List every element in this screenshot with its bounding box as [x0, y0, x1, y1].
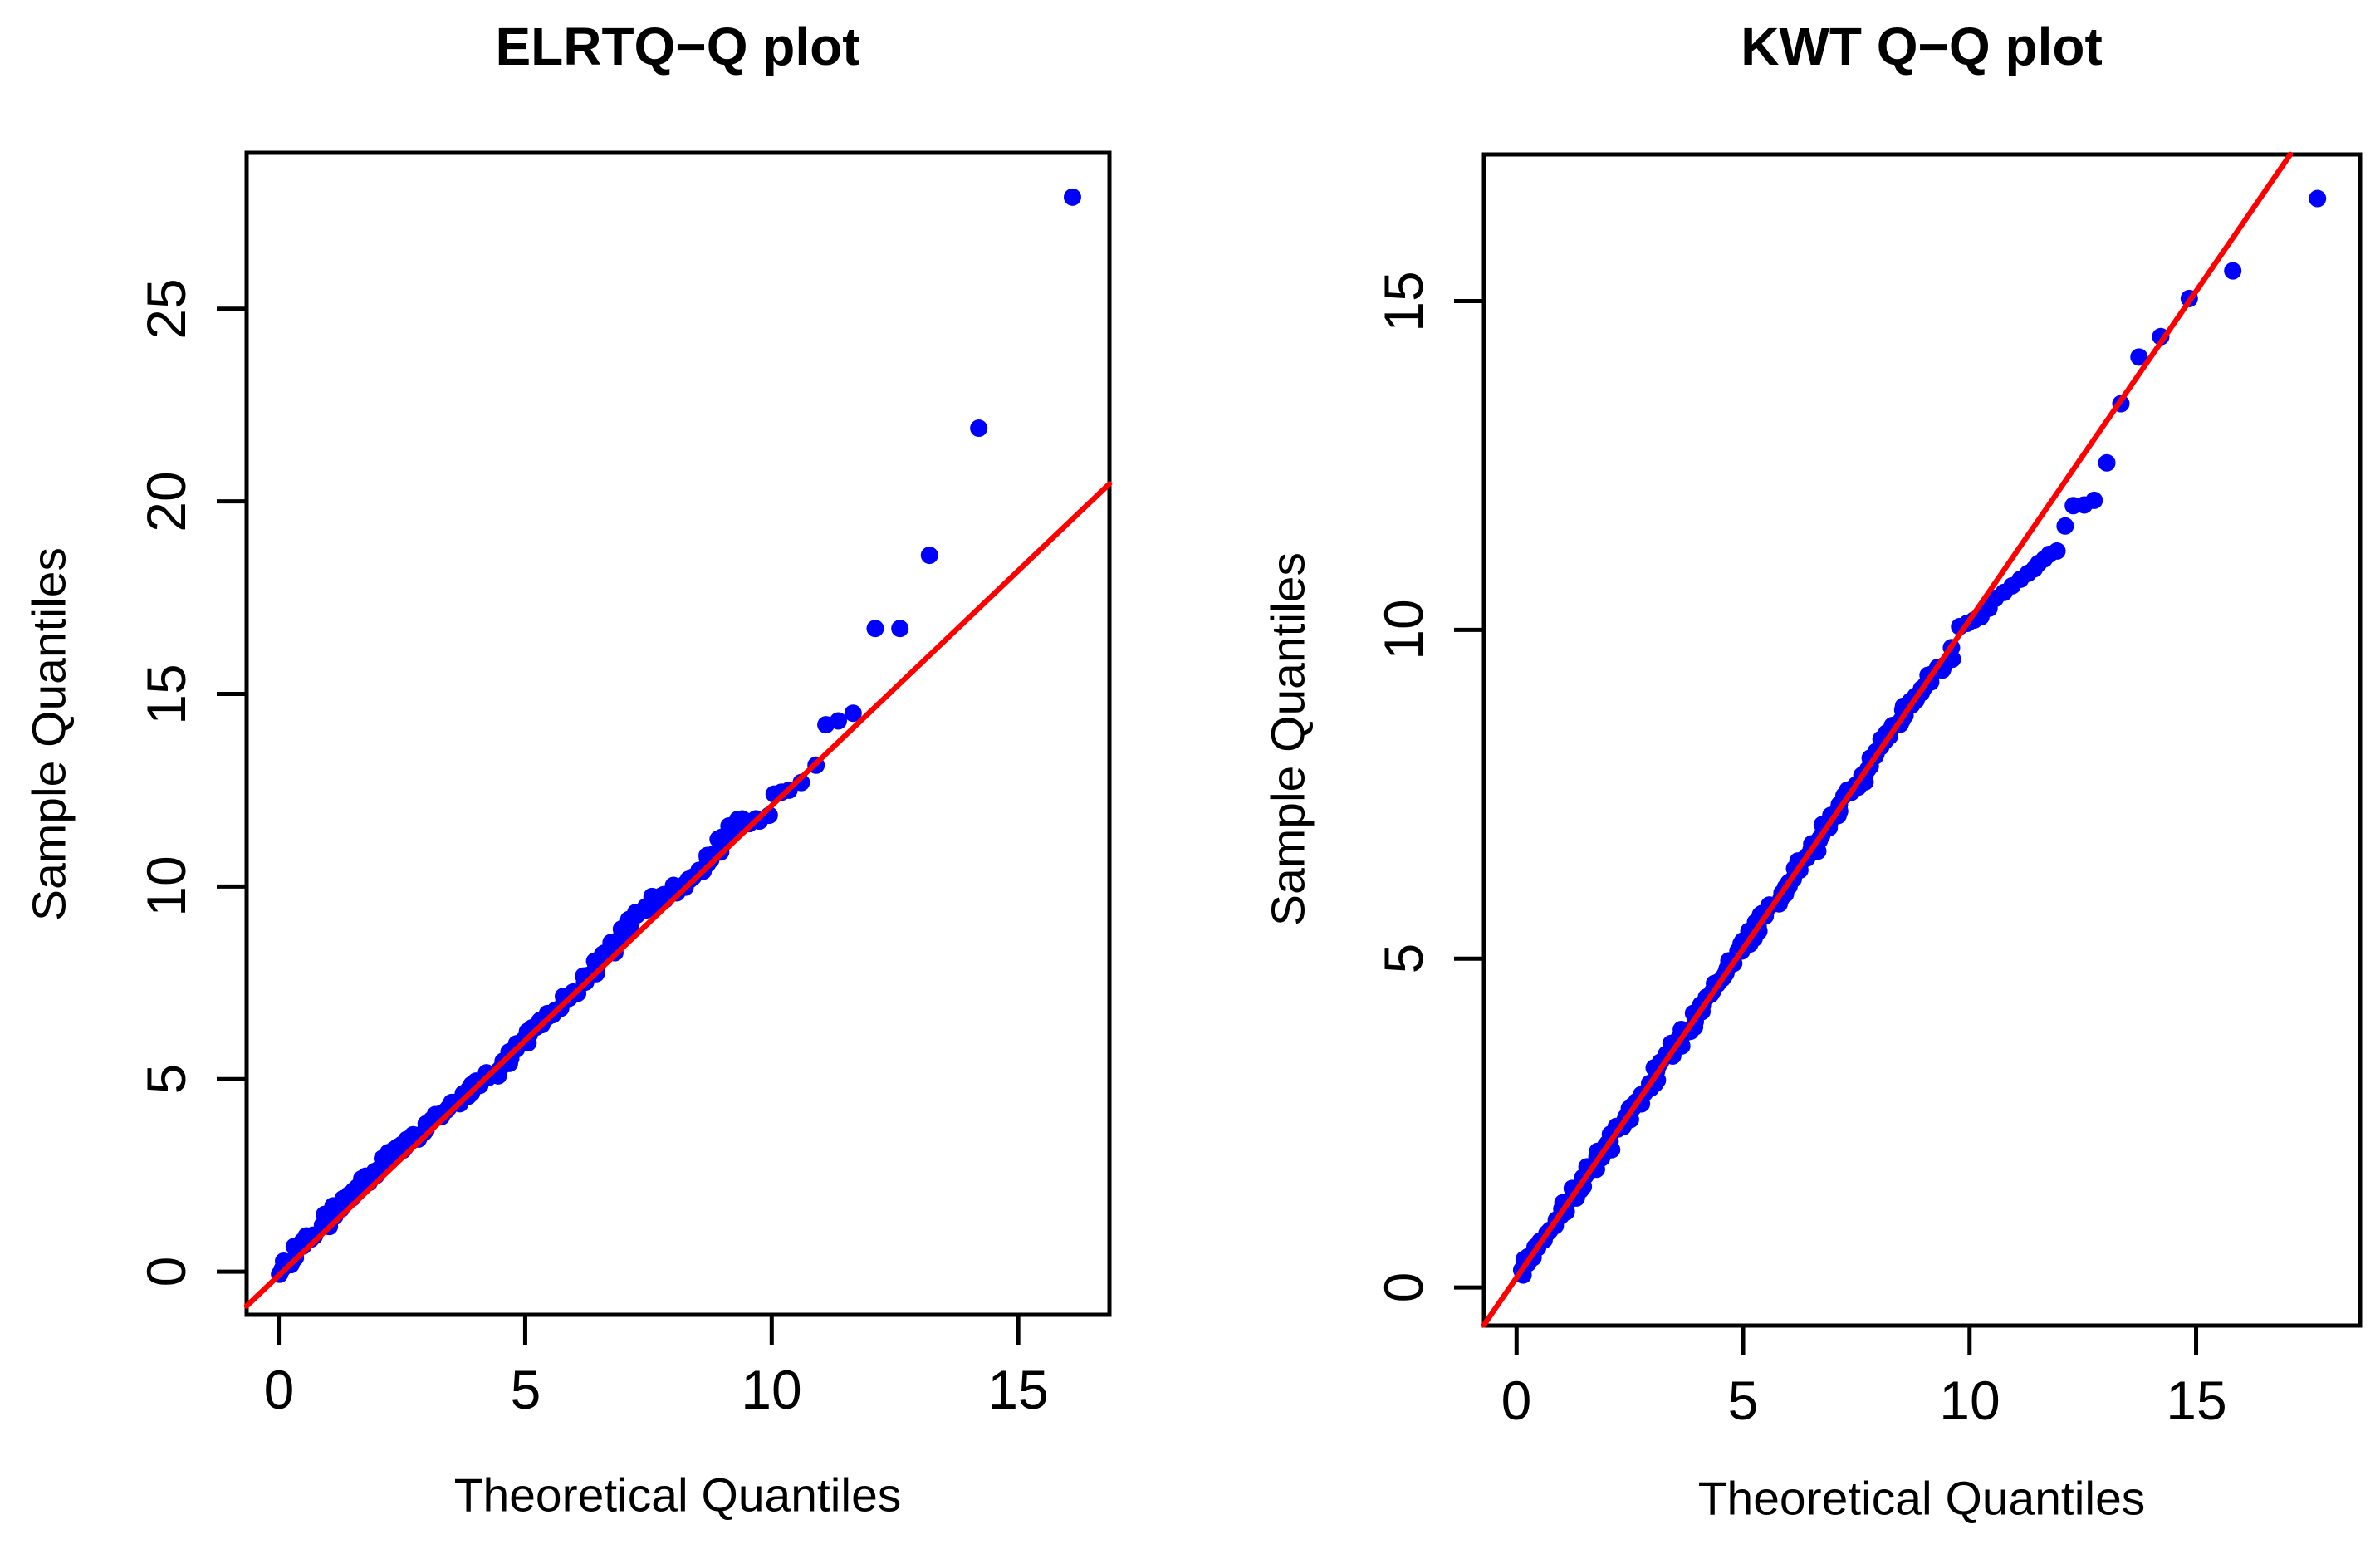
- left-x-tick-label-0: 0: [263, 1359, 295, 1420]
- right-xaxis-label: Theoretical Quantiles: [1697, 1472, 2146, 1526]
- left-yaxis-label: Sample Quantiles: [22, 547, 76, 921]
- left-y-tick-label-10: 10: [135, 855, 197, 917]
- right-x-tick-label-0: 0: [1501, 1370, 1532, 1431]
- right-plot-title: KWT Q−Q plot: [1741, 17, 2103, 76]
- right-yaxis-label: Sample Quantiles: [1261, 552, 1315, 926]
- right-y-tick-label-10: 10: [1373, 599, 1434, 660]
- right-y-tick-label-15: 15: [1373, 271, 1434, 332]
- right-x-tick-label-10: 10: [1939, 1370, 2000, 1431]
- left-y-tick-label-25: 25: [135, 278, 197, 340]
- left-x-tick-label-15: 15: [987, 1359, 1049, 1420]
- left-xaxis-label: Theoretical Quantiles: [453, 1468, 902, 1522]
- left-x-tick-label-10: 10: [741, 1359, 802, 1420]
- left-y-tick-label-5: 5: [135, 1063, 197, 1095]
- right-y-tick-label-5: 5: [1373, 943, 1434, 974]
- left-y-tick-label-20: 20: [135, 471, 197, 532]
- left-y-tick-label-0: 0: [135, 1256, 197, 1287]
- right-x-tick-label-5: 5: [1727, 1370, 1759, 1431]
- left-plot-title: ELRTQ−Q plot: [495, 17, 860, 76]
- right-y-tick-label-0: 0: [1373, 1272, 1434, 1303]
- left-x-tick-label-5: 5: [510, 1359, 541, 1420]
- right-x-tick-label-15: 15: [2166, 1370, 2227, 1431]
- left-y-tick-label-15: 15: [135, 664, 197, 725]
